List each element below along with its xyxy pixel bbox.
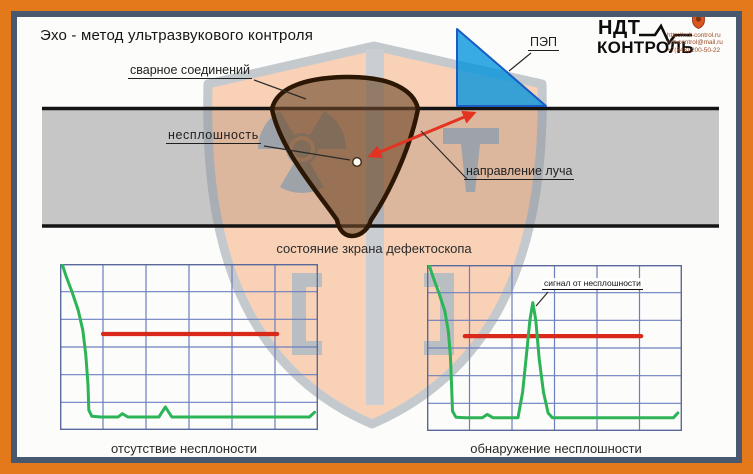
- shield-emblem-icon: [692, 11, 705, 29]
- signal-annotation: сигнал от несплошности: [542, 278, 643, 290]
- weld-leader-line: [253, 79, 307, 100]
- probe-wedge: [456, 28, 547, 107]
- website-text: http://ndt-control.ru: [667, 32, 721, 39]
- screen-border: [427, 265, 682, 431]
- watermark-bracket-left: [292, 273, 322, 355]
- left-chart-caption: отсутствие несплоности: [110, 441, 258, 456]
- beam-label: направление луча: [464, 164, 575, 180]
- probe-leader-line: [508, 52, 532, 72]
- contact-block: http://ndt-control.ru ndt-control@mail.r…: [667, 32, 723, 54]
- screens-caption: состояние зкрана дефектоскопа: [276, 241, 472, 256]
- defect-leader-line: [263, 145, 351, 161]
- weld-label: сварное соединений: [128, 63, 252, 79]
- right-screen-chart: [427, 265, 682, 431]
- watermark-bracket-right: [424, 273, 454, 355]
- logo-ndt-text: НДТ: [598, 17, 641, 39]
- echo-trace: [427, 265, 680, 420]
- left-screen-chart: [60, 264, 318, 430]
- email-text: ndt-control@mail.ru: [667, 39, 723, 47]
- ecg-pulse-icon: [639, 23, 692, 46]
- right-chart-caption: обнаружение несплошности: [470, 441, 642, 456]
- screen-border: [60, 264, 318, 430]
- echo-trace: [60, 264, 317, 419]
- defect-dot: [352, 156, 363, 167]
- signal-leader-line: [535, 291, 549, 307]
- logo-kontrol-text: КОНТРОЛЬ: [597, 38, 694, 57]
- page-title: Эхо - метод ультразвукового контроля: [40, 27, 314, 44]
- defect-label: несплошность: [166, 128, 261, 144]
- beam-arrow: [367, 110, 477, 159]
- probe-label: ПЭП: [528, 35, 559, 51]
- phone-text: +7(343) 200-50-22: [667, 46, 721, 54]
- beam-leader-line: [420, 130, 468, 180]
